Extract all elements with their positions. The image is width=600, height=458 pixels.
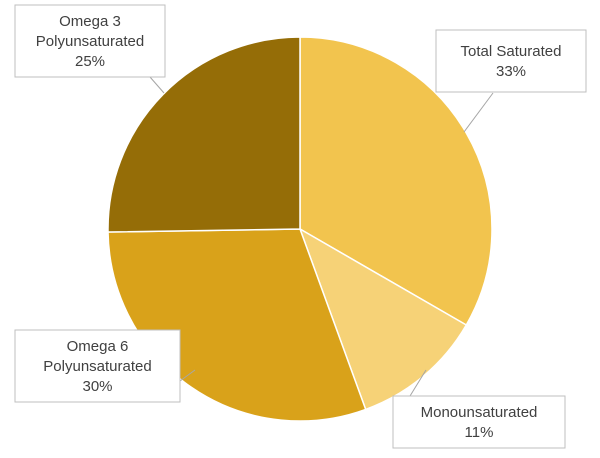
pie-slice-omega-3-polyunsaturated [107, 36, 301, 233]
pie-slice-omega-6-polyunsaturated [107, 228, 367, 422]
data-label-category: Polyunsaturated [43, 358, 151, 375]
data-label-box [14, 4, 166, 78]
data-label-category: Omega 6 [67, 338, 129, 355]
slices-layer [107, 36, 493, 422]
pie-slice-monounsaturated [298, 227, 468, 411]
data-label-monounsaturated: Monounsaturated 11% [392, 395, 566, 449]
leader-line-total-saturated [463, 92, 494, 133]
data-label-category: Omega 3 [59, 13, 121, 30]
data-label-omega-6-polyunsaturated: Omega 6 Polyunsaturated 30% [14, 329, 181, 403]
leader-line-omega-6-polyunsaturated [179, 369, 196, 382]
labels-layer: Total Saturated 33% Monounsaturated 11% Omeg… [14, 4, 587, 449]
data-label-box [14, 329, 181, 403]
leader-line-monounsaturated [409, 369, 427, 397]
data-label-value: 33% [496, 63, 526, 80]
data-label-box [435, 29, 587, 93]
pie-slice-total-saturated [299, 36, 493, 327]
data-label-value: 25% [75, 53, 105, 70]
data-label-category: Total Saturated [461, 43, 562, 60]
data-label-category: Polyunsaturated [36, 33, 144, 50]
leader-line-omega-3-polyunsaturated [149, 76, 165, 94]
data-label-box [392, 395, 566, 449]
data-label-omega-3-polyunsaturated: Omega 3 Polyunsaturated 25% [14, 4, 166, 78]
leaders-layer [149, 76, 494, 397]
data-label-category: Monounsaturated [421, 404, 538, 421]
data-label-value: 11% [465, 424, 494, 441]
data-label-value: 30% [82, 378, 112, 395]
data-label-total-saturated: Total Saturated 33% [435, 29, 587, 93]
